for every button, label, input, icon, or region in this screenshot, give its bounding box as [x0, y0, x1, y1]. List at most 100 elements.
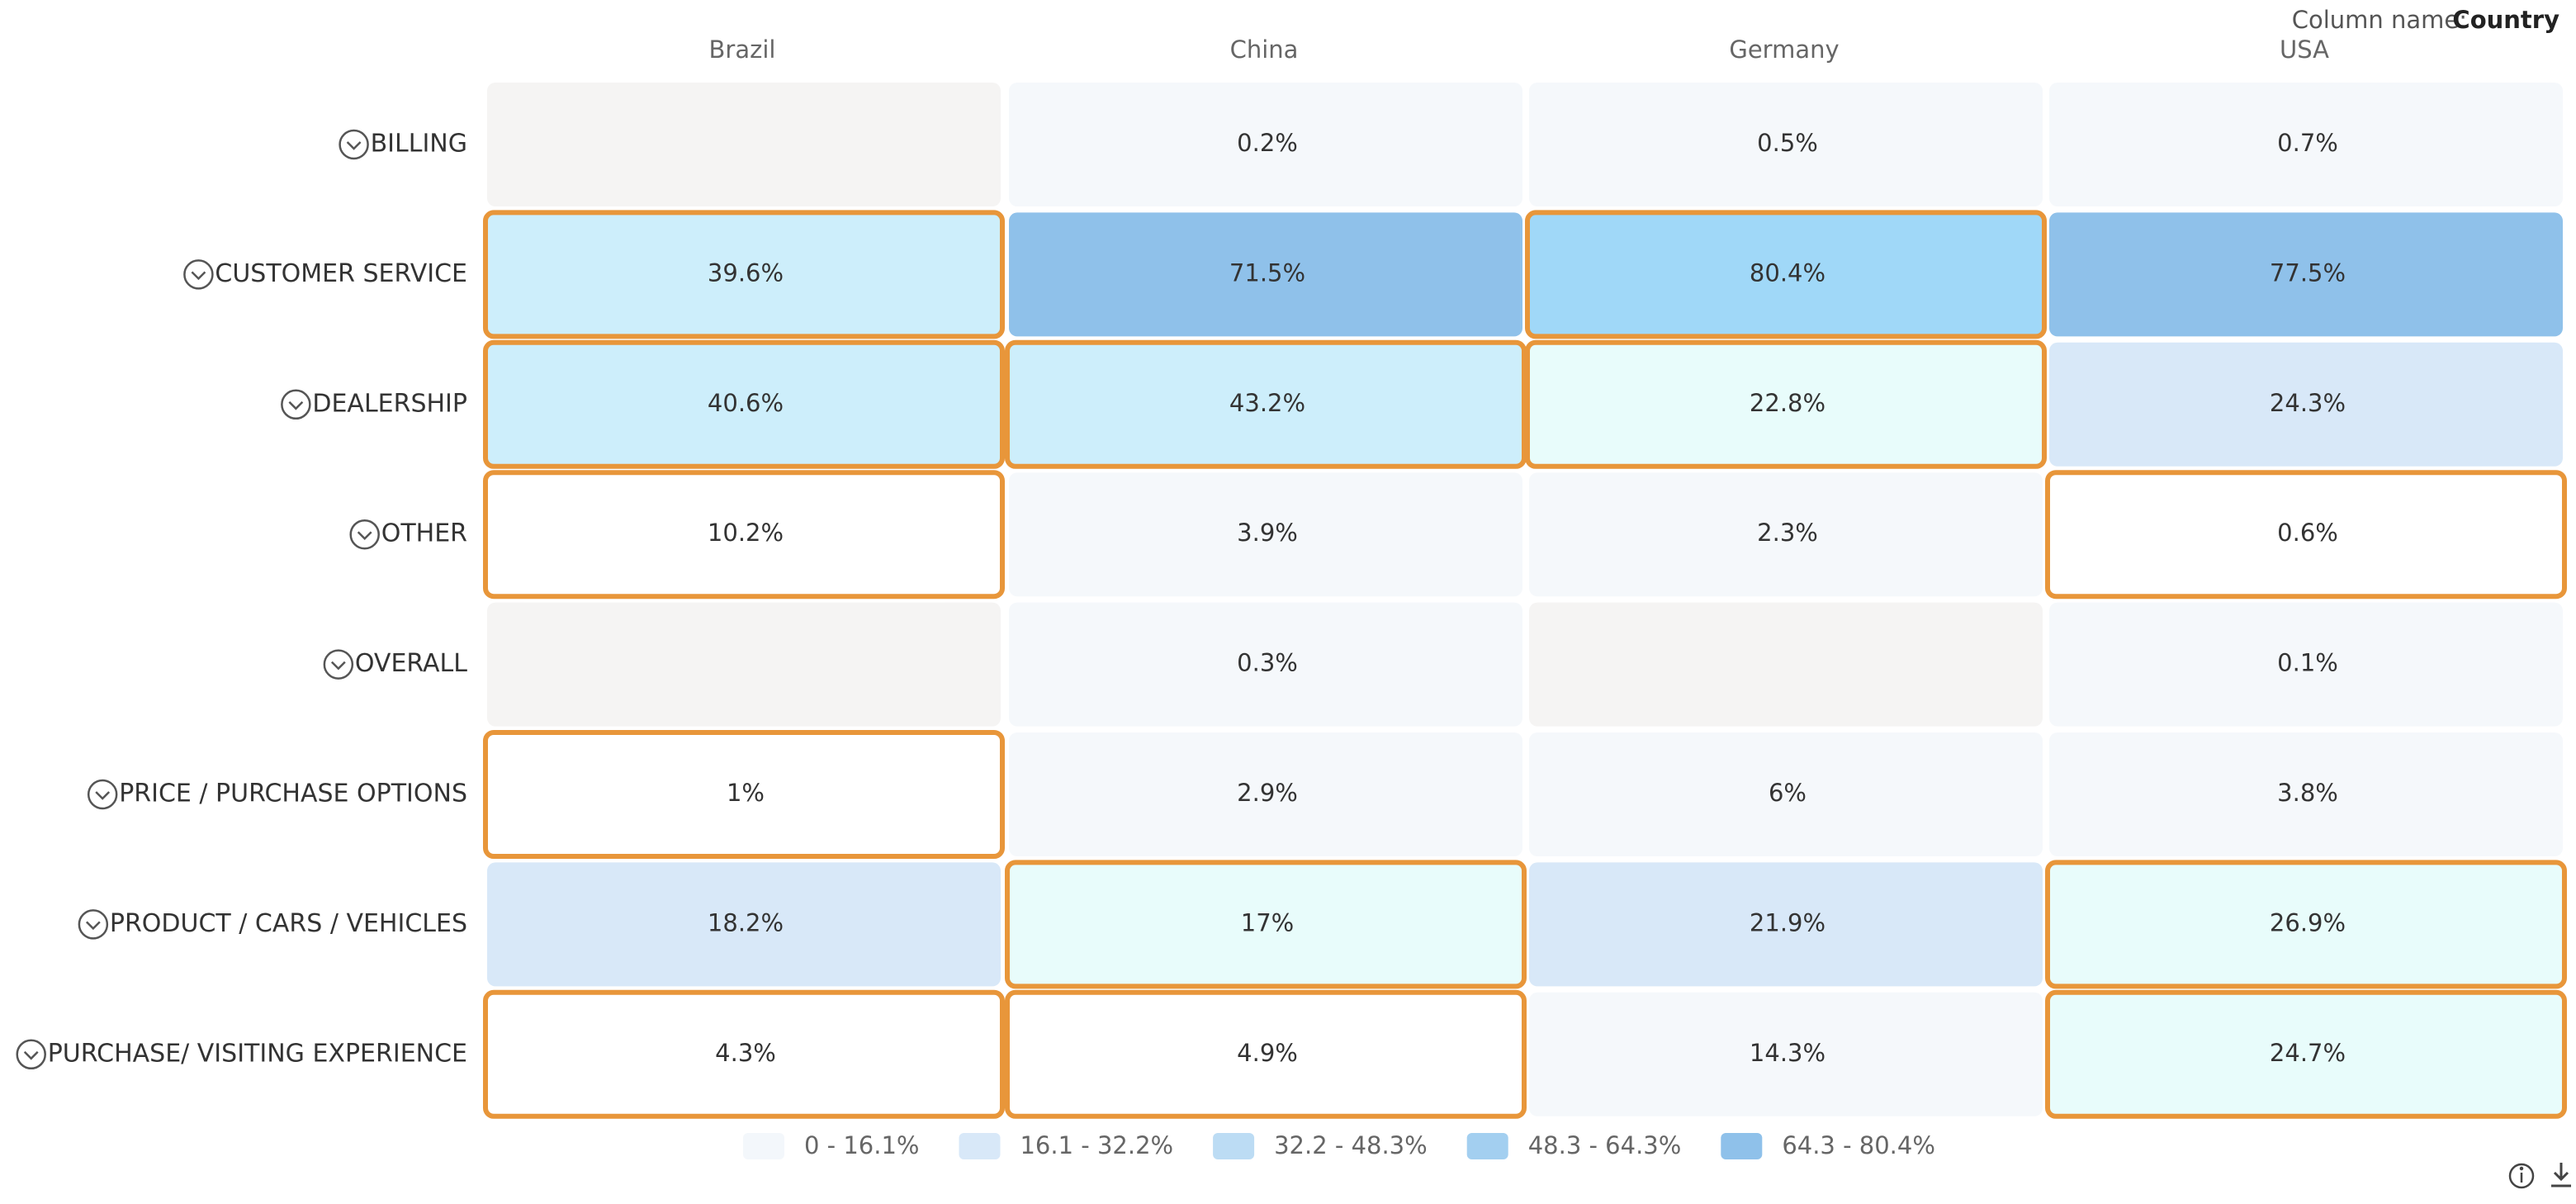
cell-value: 0.5%	[1757, 129, 1818, 157]
expand-icon-circle	[339, 129, 369, 160]
expand-icon-circle	[16, 1039, 46, 1070]
heat-cell	[1009, 212, 1522, 337]
heat-cell	[487, 602, 1001, 727]
cell-value: 0.7%	[2277, 129, 2338, 157]
heat-cell	[1009, 602, 1522, 727]
heat-cell	[2049, 83, 2563, 206]
expand-icon-circle	[281, 389, 311, 420]
heat-cell	[2045, 989, 2567, 1119]
expand-icon-chevron	[288, 401, 304, 410]
legend-label: 0 - 16.1%	[804, 1131, 919, 1159]
cell-value: 24.3%	[2270, 389, 2346, 417]
row-label: OVERALL	[355, 649, 467, 678]
legend-label: 32.2 - 48.3%	[1274, 1131, 1428, 1159]
expand-icon-chevron	[95, 791, 111, 800]
column-name: Country	[2452, 6, 2559, 34]
heat-cell	[1529, 862, 2043, 987]
heat-cell	[1529, 472, 2043, 597]
heat-cell	[1529, 732, 2043, 856]
column-header: Germany	[1729, 36, 1839, 64]
legend-swatch	[1721, 1133, 1763, 1159]
heat-cell	[483, 210, 1005, 339]
expand-icon-chevron	[191, 271, 206, 281]
cell-value: 39.6%	[708, 258, 784, 287]
heat-cell	[1529, 602, 2043, 727]
heat-cell	[1009, 472, 1522, 597]
cell-value: 0.1%	[2277, 649, 2338, 677]
expand-icon-chevron	[23, 1050, 39, 1060]
heat-cell	[1009, 83, 1522, 206]
cell-value: 17%	[1241, 908, 1294, 936]
cell-value: 43.2%	[1229, 389, 1305, 417]
legend-swatch	[743, 1133, 784, 1159]
heat-cell	[2045, 470, 2567, 600]
heat-cell	[1525, 210, 2047, 339]
row-label: DEALERSHIP	[312, 389, 467, 418]
heat-cell	[483, 730, 1005, 859]
cell-value: 4.3%	[715, 1039, 776, 1067]
cell-value: 40.6%	[708, 389, 784, 417]
cell-value: 1%	[727, 779, 765, 807]
legend-swatch	[1466, 1133, 1508, 1159]
column-header: USA	[2280, 36, 2329, 64]
heat-cell	[487, 83, 1001, 206]
heat-cell	[2049, 732, 2563, 856]
heat-cell	[2045, 860, 2567, 989]
cell-value: 2.3%	[1757, 519, 1818, 547]
expand-icon[interactable]	[183, 259, 214, 290]
heat-cell	[1529, 83, 2043, 206]
heat-cell	[1005, 339, 1527, 469]
heat-cell	[1525, 339, 2047, 469]
row-label: PRICE / PURCHASE OPTIONS	[119, 780, 467, 808]
legend-swatch	[959, 1133, 1001, 1159]
heat-cell	[483, 470, 1005, 600]
row-label: PRODUCT / CARS / VEHICLES	[110, 909, 467, 938]
cell-value: 71.5%	[1229, 258, 1305, 287]
heat-cell	[1009, 732, 1522, 856]
expand-icon-chevron	[330, 661, 346, 671]
legend-label: 48.3 - 64.3%	[1528, 1131, 1682, 1159]
cell-value: 0.2%	[1237, 129, 1298, 157]
heat-cell	[1529, 992, 2043, 1116]
cell-value: 0.6%	[2277, 519, 2338, 547]
cell-value: 26.9%	[2270, 908, 2346, 936]
heat-cell	[483, 989, 1005, 1119]
row-label: CUSTOMER SERVICE	[215, 259, 467, 288]
legend-swatch	[1213, 1133, 1255, 1159]
cell-value: 0.3%	[1237, 649, 1298, 677]
legend-label: 16.1 - 32.2%	[1020, 1131, 1173, 1159]
heat-cell	[2049, 212, 2563, 337]
cell-value: 4.9%	[1237, 1039, 1298, 1067]
expand-icon[interactable]	[281, 389, 311, 420]
cell-value: 21.9%	[1750, 908, 1825, 936]
heat-cell	[487, 862, 1001, 987]
download-icon[interactable]	[2551, 1163, 2571, 1187]
cell-value: 6%	[1769, 779, 1807, 807]
heat-cell	[483, 339, 1005, 469]
column-header: Brazil	[709, 36, 776, 64]
expand-icon-circle	[87, 779, 118, 810]
row-label: BILLING	[371, 130, 467, 159]
expand-icon[interactable]	[16, 1039, 46, 1070]
expand-icon-chevron	[346, 141, 362, 150]
legend-label: 64.3 - 80.4%	[1782, 1131, 1935, 1159]
cell-value: 22.8%	[1750, 389, 1825, 417]
column-name-label: Column name:	[2292, 6, 2467, 34]
expand-icon[interactable]	[339, 129, 369, 160]
expand-icon[interactable]	[323, 649, 354, 680]
cell-value: 14.3%	[1750, 1039, 1825, 1067]
cell-value: 18.2%	[708, 908, 784, 936]
expand-icon[interactable]	[87, 779, 118, 810]
info-icon[interactable]	[2508, 1163, 2535, 1189]
expand-icon-circle	[349, 519, 380, 550]
heat-cell	[2049, 342, 2563, 467]
cell-value: 3.8%	[2277, 779, 2338, 807]
row-label: OTHER	[381, 519, 467, 548]
expand-icon[interactable]	[78, 909, 109, 940]
cell-value: 2.9%	[1237, 779, 1298, 807]
expand-icon[interactable]	[349, 519, 380, 550]
expand-icon-circle	[183, 259, 214, 290]
column-header: China	[1230, 36, 1299, 64]
heat-cell	[1005, 989, 1527, 1119]
cell-value: 77.5%	[2270, 258, 2346, 287]
